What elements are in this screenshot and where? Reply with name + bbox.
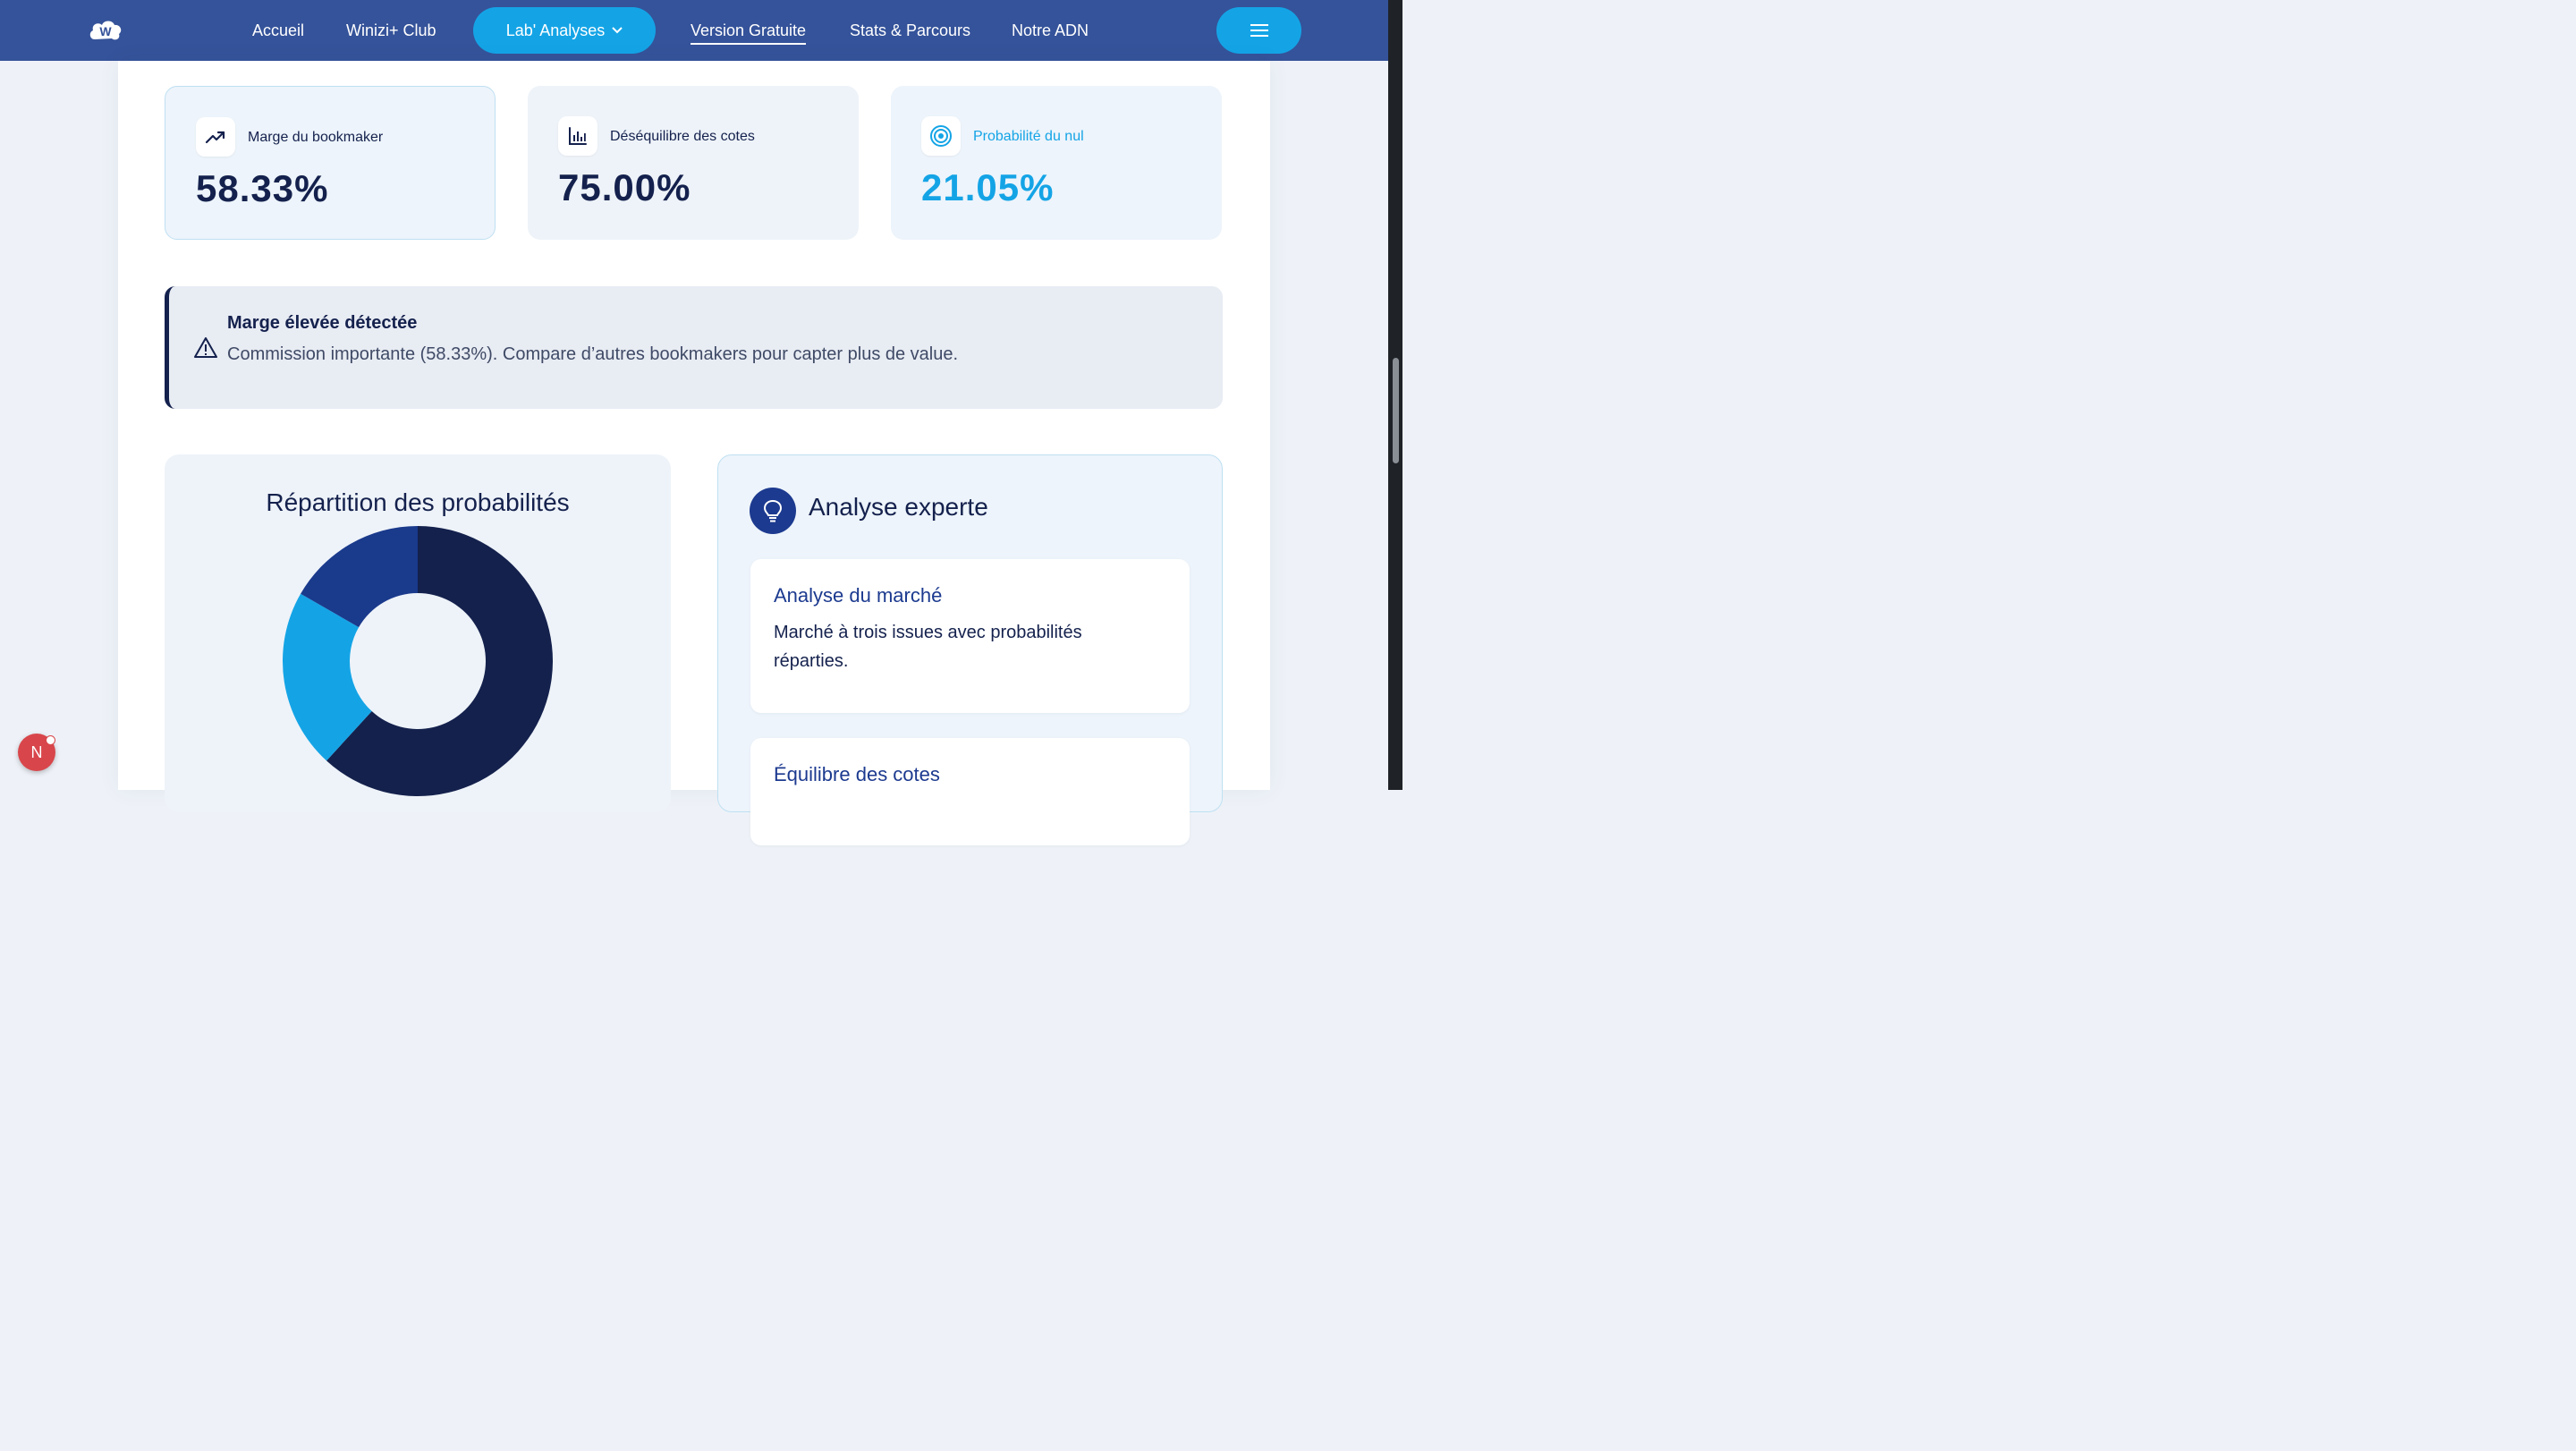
probability-donut-chart	[283, 526, 553, 796]
svg-text:W: W	[99, 24, 112, 38]
odds-balance-card: Équilibre des cotes	[750, 738, 1190, 845]
stat-card-probabilite-nul: Probabilité du nul 21.05%	[891, 86, 1222, 240]
stat-card-desequilibre: Déséquilibre des cotes 75.00%	[528, 86, 859, 240]
stat-label: Marge du bookmaker	[248, 130, 384, 145]
donut-slice-1	[283, 593, 372, 761]
nav-version-gratuite[interactable]: Version Gratuite	[691, 20, 807, 45]
sub-card-text: Marché à trois issues avec probabilités …	[774, 623, 1082, 671]
probability-chart-card: Répartition des probabilités	[165, 454, 671, 812]
scrollbar-thumb[interactable]	[1393, 358, 1399, 463]
nav-winizi-club[interactable]: Winizi+ Club	[346, 21, 436, 39]
winizi-logo-icon[interactable]: W	[88, 16, 123, 45]
warning-icon	[194, 337, 217, 358]
donut-slice-0	[326, 526, 553, 796]
nav-accueil[interactable]: Accueil	[252, 21, 305, 39]
lightbulb-icon	[750, 488, 796, 534]
expert-analysis-card: Analyse experte Analyse du marché Marché…	[717, 454, 1223, 845]
stat-label: Probabilité du nul	[973, 129, 1084, 144]
nav-lab-analyses-label: Lab' Analyses	[505, 21, 606, 39]
trending-up-icon	[196, 117, 235, 157]
bar-chart-icon	[558, 116, 597, 156]
stat-value: 75.00%	[558, 166, 691, 208]
nav-lab-analyses-dropdown[interactable]: Lab' Analyses	[473, 7, 656, 54]
stat-value: 21.05%	[921, 166, 1055, 208]
market-analysis-card: Analyse du marché Marché à trois issues …	[750, 559, 1190, 713]
target-icon	[921, 116, 961, 156]
sub-card-title: Analyse du marché	[774, 584, 943, 607]
notification-avatar[interactable]: N	[18, 734, 55, 771]
nav-notre-adn[interactable]: Notre ADN	[1012, 21, 1089, 39]
sub-card-title: Équilibre des cotes	[774, 763, 940, 785]
chevron-down-icon	[612, 27, 623, 34]
high-margin-alert: Marge élevée détectée Commission importa…	[165, 286, 1223, 409]
alert-title: Marge élevée détectée	[227, 313, 418, 333]
stat-label: Déséquilibre des cotes	[610, 129, 755, 144]
stat-value: 58.33%	[196, 167, 329, 209]
donut-slice-2	[301, 526, 418, 628]
chart-title: Répartition des probabilités	[266, 488, 570, 516]
expert-title: Analyse experte	[809, 493, 988, 521]
top-navbar: W Accueil Winizi+ Club Lab' Analyses Ver…	[0, 0, 1388, 61]
alert-text: Commission importante (58.33%). Compare …	[227, 344, 959, 364]
notification-dot	[46, 735, 55, 745]
hamburger-menu-button[interactable]	[1216, 7, 1301, 54]
scrollbar-track[interactable]	[1388, 0, 1402, 790]
stat-card-marge: Marge du bookmaker 58.33%	[165, 86, 496, 240]
nav-stats-parcours[interactable]: Stats & Parcours	[850, 21, 971, 39]
hamburger-icon	[1250, 24, 1268, 37]
